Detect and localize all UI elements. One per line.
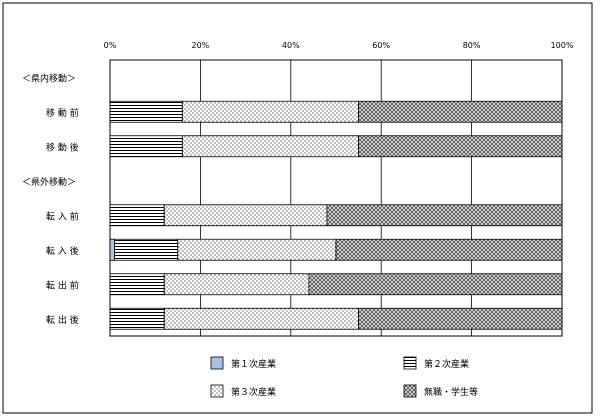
bar-segment-series-1 — [109, 238, 115, 261]
bar-segment-series-2 — [109, 307, 165, 330]
bar-segment-series-4 — [335, 238, 563, 261]
bar-segment-series-4 — [358, 307, 563, 330]
row-label: 移 動 前 — [46, 107, 79, 119]
bar-segment-series-2 — [109, 204, 165, 227]
x-tick-label: 40% — [282, 41, 300, 50]
bar-segment-series-4 — [358, 135, 563, 158]
bar-segment-series-4 — [326, 204, 563, 227]
row-label: 移 動 後 — [46, 141, 79, 153]
legend-label-series-1: 第１次産業 — [231, 358, 276, 370]
legend-label-series-4: 無職・学生等 — [424, 386, 478, 398]
row-labels: ＜県内移動＞ 移 動 前移 動 後 ＜県外移動＞ 転 入 前転 入 後転 出 前転 出… — [22, 72, 79, 326]
legend-label-series-2: 第２次産業 — [424, 358, 469, 370]
bar-segment-series-3 — [181, 100, 360, 123]
row-label: 転 入 後 — [46, 245, 79, 257]
bar-segment-series-2 — [109, 135, 183, 158]
group-label: ＜県内移動＞ — [22, 72, 76, 84]
legend-swatch-series-1 — [210, 356, 224, 370]
legend-label-series-3: 第３次産業 — [231, 386, 276, 398]
legend: 第１次産業 第２次産業 第３次産業 無職・学生等 — [210, 356, 478, 398]
bar-segment-series-3 — [163, 273, 310, 296]
bar-segment-series-3 — [177, 238, 337, 261]
bar-segment-series-3 — [163, 307, 360, 330]
bar-segment-series-3 — [163, 204, 328, 227]
legend-swatch-series-3 — [210, 384, 224, 398]
row-label: 転 入 前 — [46, 210, 79, 222]
bar-segment-series-2 — [114, 238, 179, 261]
row-label: 転 出 後 — [46, 314, 79, 326]
legend-swatch-series-4 — [403, 384, 417, 398]
x-axis-ticks: 0% 20% 40% 60% 80% 100% — [104, 41, 574, 50]
x-tick-label: 20% — [192, 41, 210, 50]
bars — [109, 100, 563, 330]
group-label: ＜県外移動＞ — [22, 176, 76, 188]
x-tick-label: 80% — [463, 41, 481, 50]
x-tick-label: 0% — [104, 41, 117, 50]
x-tick-label: 60% — [372, 41, 390, 50]
bar-segment-series-3 — [181, 135, 360, 158]
bar-segment-series-4 — [358, 100, 563, 123]
legend-swatch-series-2 — [403, 356, 417, 370]
bar-segment-series-2 — [109, 273, 165, 296]
x-tick-label: 100% — [551, 41, 574, 50]
bar-segment-series-2 — [109, 100, 183, 123]
row-label: 転 出 前 — [46, 279, 79, 291]
bar-segment-series-4 — [308, 273, 563, 296]
